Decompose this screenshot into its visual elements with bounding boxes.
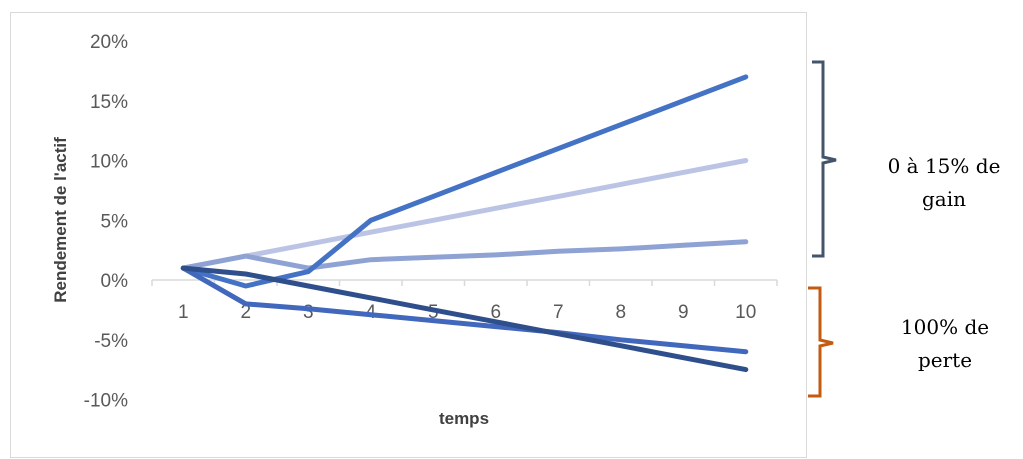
y-tick-label: 10% [90,152,128,173]
x-tick-label: 6 [490,302,501,323]
chart-frame [10,12,807,458]
x-tick-label: 9 [678,302,689,323]
x-tick-label: 10 [735,302,756,323]
series-group [180,74,749,373]
gain-annotation: 0 à 15% de gain [880,150,1008,216]
y-tick-label: -10% [84,391,128,412]
x-tick-label: 8 [615,302,626,323]
y-tick-label: 20% [90,32,128,53]
loss-annotation-line2: perte [917,348,973,372]
gain-annotation-line2: gain [921,187,966,211]
loss-annotation: 100% de perte [885,311,1005,377]
x-tick-label: 3 [303,302,314,323]
gain-brace [812,60,837,258]
loss-brace [808,286,834,398]
series-line-1 [180,158,749,271]
x-tick-label: 5 [428,302,439,323]
x-tick-label: 7 [553,302,564,323]
y-tick-label: 5% [101,211,129,232]
y-axis-ticks: 20% 15% 10% 5% 0% -5% -10% [84,32,128,412]
y-tick-label: 0% [101,271,129,292]
series-line-4 [180,265,749,355]
x-tick-label: 1 [178,302,189,323]
loss-annotation-line1: 100% de [900,315,990,339]
gain-annotation-line1: 0 à 15% de [887,154,1001,178]
y-tick-label: 15% [90,92,128,113]
series-line-2 [180,239,749,271]
x-tick-label: 2 [240,302,251,323]
y-tick-label: -5% [94,331,128,352]
x-axis-title: temps [439,409,489,428]
y-axis-title: Rendement de l'actif [51,137,70,303]
series-line-5 [180,265,749,373]
